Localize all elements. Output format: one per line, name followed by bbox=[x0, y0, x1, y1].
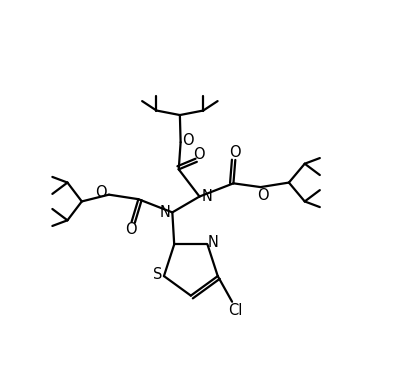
Text: N: N bbox=[159, 205, 170, 220]
Text: O: O bbox=[193, 147, 204, 162]
Text: Cl: Cl bbox=[228, 302, 242, 318]
Text: N: N bbox=[208, 235, 219, 250]
Text: N: N bbox=[202, 189, 213, 204]
Text: O: O bbox=[230, 145, 241, 160]
Text: O: O bbox=[257, 188, 268, 203]
Text: O: O bbox=[182, 133, 194, 148]
Text: O: O bbox=[95, 185, 107, 200]
Text: S: S bbox=[153, 267, 163, 282]
Text: O: O bbox=[125, 222, 136, 237]
